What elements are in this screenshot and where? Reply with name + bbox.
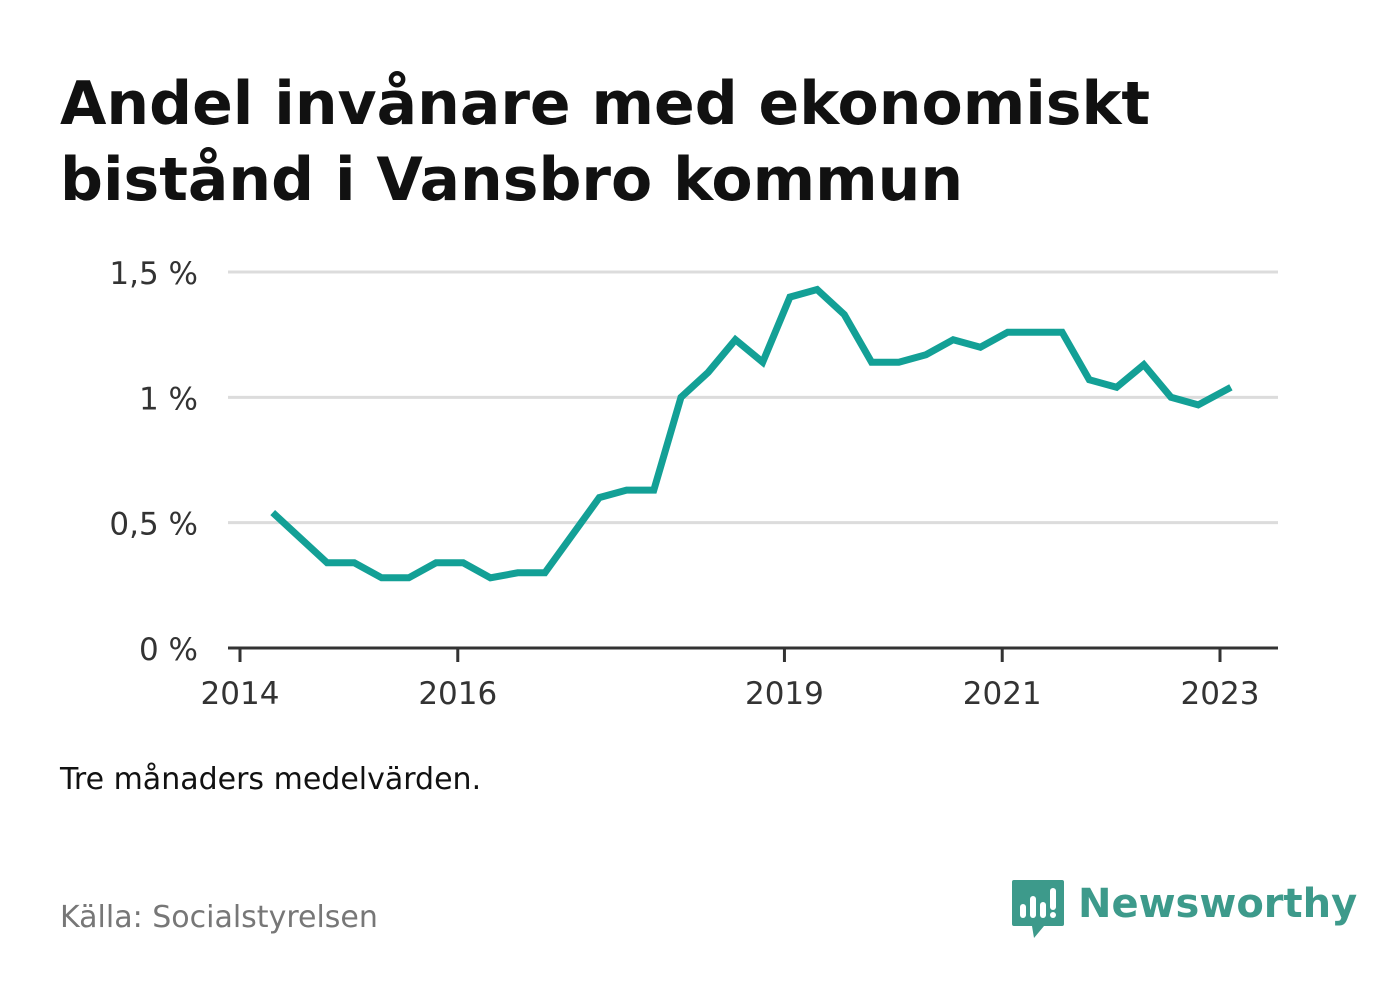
y-tick-label: 1 % [139,381,198,417]
x-tick-label: 2021 [963,676,1042,712]
y-axis-tick-labels: 0 % 0,5 % 1 % 1,5 % [109,256,198,668]
chart-note: Tre månaders medelvärden. [60,762,482,797]
y-tick-label: 0 % [139,632,198,668]
x-tick-label: 2023 [1181,676,1260,712]
newsworthy-logo-icon [1012,880,1064,938]
series-layer [270,285,1233,582]
x-axis-ticks: 2014 2016 2019 2021 2023 [201,648,1260,712]
y-tick-label: 1,5 % [109,256,198,292]
x-tick-label: 2019 [745,676,824,712]
series-line [270,285,1233,582]
brand-logo: Newsworthy [1010,878,1357,942]
y-tick-label: 0,5 % [109,507,198,543]
x-tick-label: 2016 [418,676,497,712]
chart-title: Andel invånare med ekonomiskt bistånd i … [60,69,1151,215]
x-tick-label: 2014 [201,676,280,712]
gridlines [228,270,1278,525]
source-credit: Källa: Socialstyrelsen [60,900,378,935]
brand-name: Newsworthy [1078,881,1358,927]
